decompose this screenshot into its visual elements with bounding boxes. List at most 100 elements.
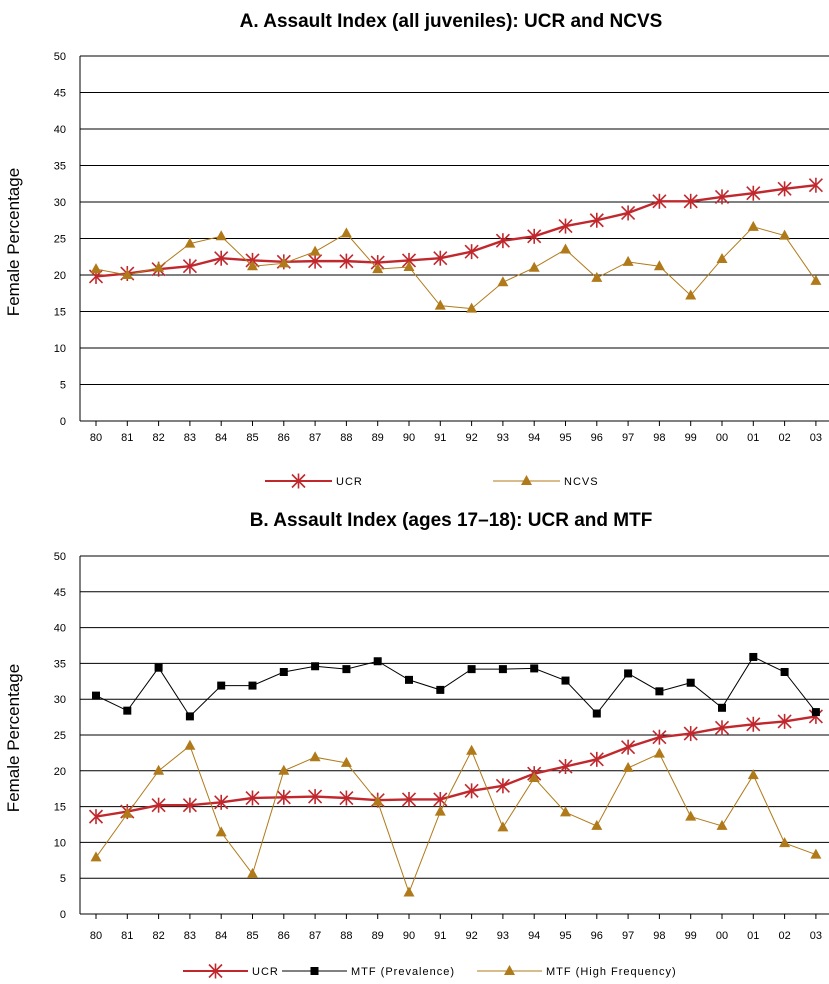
- x-tick-label: 81: [121, 930, 133, 942]
- y-tick-label: 45: [54, 587, 66, 599]
- x-tick-label: 95: [559, 930, 571, 942]
- data-point-ncvs: [309, 245, 321, 256]
- data-point-ncvs: [184, 237, 196, 248]
- data-point-mtf-high-frequency: [716, 819, 728, 830]
- data-point-ncvs: [278, 257, 290, 268]
- x-tick-label: 98: [653, 432, 665, 444]
- data-point-mtf-high-frequency: [90, 851, 102, 862]
- x-tick-label: 91: [434, 432, 446, 444]
- data-point-mtf-prevalence: [373, 657, 382, 666]
- data-point-mtf-prevalence: [311, 662, 320, 671]
- data-point-mtf-high-frequency: [810, 848, 822, 859]
- data-point-ucr: [308, 253, 323, 269]
- data-point-ucr: [621, 205, 636, 221]
- x-tick-label: 99: [685, 930, 697, 942]
- series-line-ucr: [95, 715, 817, 818]
- y-tick-label: 45: [54, 88, 66, 100]
- data-point-ucr: [714, 189, 730, 205]
- chart-b-series: [88, 652, 823, 897]
- data-point-mtf-prevalence: [592, 709, 601, 718]
- y-tick-label: 35: [54, 658, 66, 670]
- data-point-ncvs: [153, 261, 165, 272]
- x-tick-label: 96: [591, 930, 603, 942]
- data-point-mtf-prevalence: [405, 675, 413, 684]
- data-point-mtf-prevalence: [811, 708, 820, 717]
- data-point-ucr: [464, 244, 479, 260]
- data-point-ucr: [777, 181, 792, 197]
- legend-label-ucr: UCR: [252, 966, 279, 978]
- data-point-mtf-high-frequency: [153, 764, 165, 775]
- data-point-mtf-prevalence: [342, 665, 351, 674]
- x-tick-label: 80: [90, 930, 102, 942]
- y-tick-label: 10: [54, 343, 66, 355]
- data-point-ucr: [182, 258, 197, 274]
- data-point-ucr: [339, 790, 354, 806]
- x-tick-label: 85: [246, 930, 258, 942]
- data-point-ucr: [214, 794, 229, 810]
- chart-b-title: B. Assault Index (ages 17–18): UCR and M…: [250, 510, 653, 531]
- legend-label-ncvs: NCVS: [564, 476, 599, 488]
- data-point-mtf-prevalence: [467, 665, 476, 674]
- y-tick-label: 25: [54, 730, 66, 742]
- y-tick-label: 30: [54, 694, 66, 706]
- legend-marker-mtf-high-frequency: [504, 965, 515, 975]
- data-point-ncvs: [591, 271, 603, 282]
- data-point-mtf-prevalence: [123, 706, 132, 715]
- chart-b-y-ticks: 0 5 10 15 20 25 30 35 40 45 50: [54, 551, 66, 921]
- chart-a-series: [88, 177, 823, 313]
- series-line-mtf-high-frequency: [95, 744, 817, 894]
- x-tick-label: 02: [778, 930, 790, 942]
- data-point-ncvs: [215, 230, 227, 241]
- legend-label-ucr: UCR: [336, 476, 363, 488]
- data-point-ncvs: [372, 263, 384, 274]
- legend-marker-ucr: [291, 473, 306, 489]
- data-point-ncvs: [497, 276, 509, 287]
- x-tick-label: 89: [372, 930, 384, 942]
- x-tick-label: 86: [278, 930, 290, 942]
- data-point-mtf-high-frequency: [340, 756, 352, 767]
- data-point-ncvs: [247, 260, 258, 271]
- series-line-ncvs: [95, 226, 817, 310]
- y-tick-label: 40: [54, 124, 66, 136]
- x-tick-label: 90: [403, 432, 415, 444]
- x-tick-label: 01: [747, 930, 759, 942]
- data-point-mtf-high-frequency: [121, 807, 133, 818]
- data-point-ucr: [276, 789, 291, 805]
- data-point-ucr: [88, 809, 104, 825]
- data-point-mtf-prevalence: [92, 691, 100, 700]
- data-point-mtf-high-frequency: [560, 806, 571, 817]
- data-point-mtf-prevalence: [749, 652, 758, 661]
- data-point-ucr: [683, 726, 698, 742]
- data-point-mtf-prevalence: [561, 676, 570, 685]
- data-point-mtf-prevalence: [436, 685, 445, 694]
- data-point-mtf-high-frequency: [403, 886, 415, 897]
- x-tick-label: 93: [497, 432, 509, 444]
- legend-label-mtf-high-frequency: MTF (High Frequency): [546, 966, 677, 978]
- y-tick-label: 35: [54, 161, 66, 173]
- x-tick-label: 03: [810, 432, 822, 444]
- data-point-ncvs: [685, 289, 697, 300]
- data-point-mtf-high-frequency: [247, 867, 258, 878]
- x-tick-label: 87: [309, 432, 321, 444]
- y-tick-label: 50: [54, 551, 66, 563]
- data-point-mtf-high-frequency: [215, 826, 227, 837]
- data-point-mtf-high-frequency: [622, 761, 634, 772]
- y-tick-label: 40: [54, 623, 66, 635]
- x-tick-label: 87: [309, 930, 321, 942]
- data-point-ncvs: [340, 227, 352, 238]
- data-point-mtf-high-frequency: [497, 821, 509, 832]
- data-point-ncvs: [622, 255, 634, 266]
- x-tick-label: 97: [622, 432, 634, 444]
- data-point-ncvs: [528, 261, 540, 272]
- data-point-mtf-prevalence: [279, 667, 288, 676]
- x-tick-label: 82: [152, 432, 164, 444]
- series-line-ucr: [95, 184, 817, 278]
- x-tick-label: 94: [528, 930, 540, 942]
- chart-a-title: A. Assault Index (all juveniles): UCR an…: [240, 11, 663, 32]
- data-point-ncvs: [716, 252, 728, 263]
- legend-marker-ncvs: [521, 475, 532, 485]
- data-point-ucr: [589, 751, 604, 767]
- data-point-ucr: [527, 228, 542, 244]
- data-point-mtf-prevalence: [248, 681, 257, 690]
